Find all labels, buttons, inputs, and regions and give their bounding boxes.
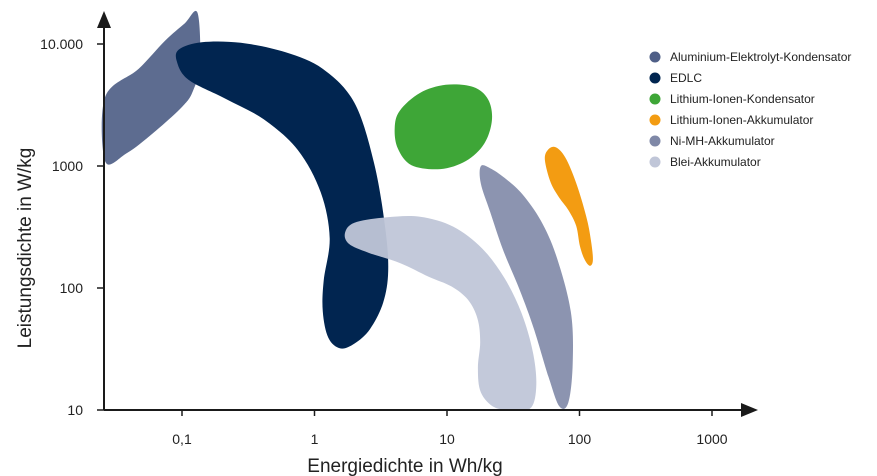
y-tick-label: 10 [67, 402, 83, 418]
legend-item-ni-mh-akkumulator: Ni-MH-Akkumulator [670, 134, 775, 148]
x-tick-label: 0,1 [172, 431, 192, 447]
legend-swatch [649, 135, 661, 147]
y-axis-arrow [97, 11, 111, 28]
legend-item-blei-akkumulator: Blei-Akkumulator [670, 155, 761, 169]
y-tick-label: 1000 [52, 158, 83, 174]
legend-swatch [649, 93, 661, 105]
x-tick-label: 1 [311, 431, 319, 447]
chart-regions [101, 10, 593, 411]
x-axis-title: Energiedichte in Wh/kg [307, 456, 502, 476]
legend-item-lithium-ionen-akkumulator: Lithium-Ionen-Akkumulator [670, 113, 813, 127]
legend-swatch [649, 156, 661, 168]
region-edlc [175, 41, 389, 349]
x-tick-label: 100 [568, 431, 592, 447]
region-lithium-ionen-kondensator [394, 84, 493, 170]
region-blei-akkumulator [344, 215, 537, 411]
legend-item-edlc: EDLC [670, 71, 702, 85]
y-axis-title: Leistungsdichte in W/kg [15, 148, 36, 349]
y-tick-label: 10.000 [40, 36, 83, 52]
y-tick-label: 100 [60, 280, 84, 296]
x-axis-arrow [741, 403, 758, 417]
region-aluminium-elektrolyt-kondensator [101, 10, 201, 165]
legend-swatch [649, 72, 661, 84]
legend-swatch [649, 114, 661, 126]
axes [97, 11, 758, 417]
y-ticks: 10 100 1000 10.000 [40, 36, 104, 418]
x-ticks: 0,1 1 10 100 1000 [172, 410, 728, 447]
legend-swatch [649, 51, 661, 63]
x-tick-label: 10 [439, 431, 455, 447]
legend-item-lithium-ionen-kondensator: Lithium-Ionen-Kondensator [670, 92, 815, 106]
region-lithium-ionen-akkumulator [544, 146, 593, 266]
region-ni-mh-akkumulator [479, 165, 574, 409]
legend: Aluminium-Elektrolyt-Kondensator EDLC Lith… [649, 50, 851, 169]
legend-item-aluminium-elektrolyt-kondensator: Aluminium-Elektrolyt-Kondensator [670, 50, 851, 64]
x-tick-label: 1000 [696, 431, 727, 447]
